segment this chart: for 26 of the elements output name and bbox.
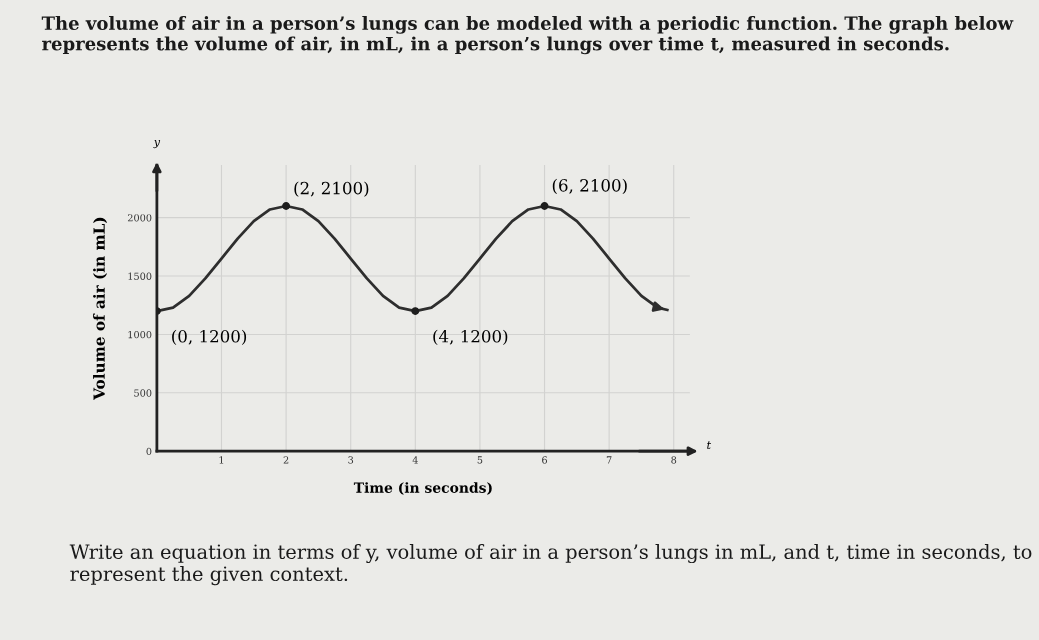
text: y	[153, 139, 161, 149]
x-axis-title: Time (in seconds)	[353, 482, 492, 495]
x-tick-label: 2	[283, 456, 289, 464]
x-tick-label: 3	[348, 456, 354, 464]
point	[540, 202, 549, 210]
text: Write an equation in terms of y, volume of air in a person’s lungs in mL, and t, time in seconds, to represent the given context.	[69, 544, 1032, 586]
point	[282, 202, 291, 210]
y-axis-title: Volume of air (in mL)	[93, 217, 108, 401]
annotation: (6, 2100)	[552, 178, 627, 195]
x-tick-label: 4	[412, 456, 418, 464]
annotation: (2, 2100)	[294, 181, 369, 197]
chart-title: The volume of air in a person’s lungs can be modeled with a periodic function. The graph below represents the volume of air, in mL, in a person’s lungs over time t, measured in seconds.	[41, 16, 1014, 55]
x-tick-label: 7	[606, 456, 612, 464]
text: t	[707, 441, 712, 450]
y-tick-label: 500	[134, 389, 152, 397]
x-tick-label: 6	[542, 456, 548, 464]
y-tick-label: 1500	[128, 272, 152, 280]
y-tick-label: 1000	[128, 330, 152, 339]
point	[411, 307, 420, 316]
x-tick-label: 1	[219, 456, 224, 464]
annotation: (4, 1200)	[433, 329, 508, 345]
x-tick-label: 5	[477, 456, 483, 464]
x-tick-label: 8	[671, 456, 677, 464]
y-tick-label: 0	[146, 447, 152, 456]
annotation: (0, 1200)	[172, 329, 247, 345]
y-tick-label: 2000	[127, 214, 152, 222]
